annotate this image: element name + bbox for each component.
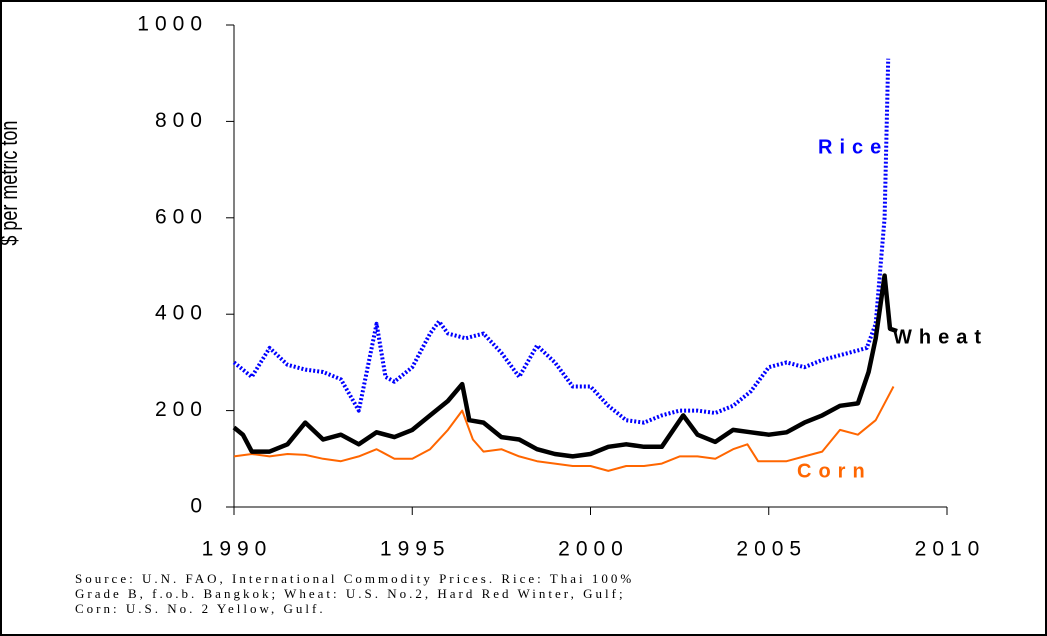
x-tick-label: 1995: [380, 538, 451, 561]
series-label: Wheat: [893, 326, 988, 348]
series-label: Corn: [797, 460, 872, 482]
x-tick-label: 2005: [736, 538, 807, 561]
y-axis-label: $ per metric ton: [0, 121, 23, 246]
y-tick-label: 200: [155, 398, 208, 421]
series-line: [233, 386, 895, 472]
series-line: [232, 273, 898, 459]
y-tick-label: 400: [155, 302, 208, 325]
x-tick-label: 2010: [915, 538, 986, 561]
y-tick-label: 1000: [137, 13, 208, 36]
x-tick-label: 2000: [558, 538, 629, 561]
source-note: Source: U.N. FAO, International Commodit…: [75, 571, 634, 586]
y-tick-label: 0: [190, 495, 208, 518]
series-line: [232, 58, 891, 425]
y-tick-label: 600: [155, 205, 208, 228]
source-note: Grade B, f.o.b. Bangkok; Wheat: U.S. No.…: [75, 586, 626, 601]
series-label: Rice: [818, 136, 888, 158]
y-tick-label: 800: [155, 109, 208, 132]
x-tick-label: 1990: [202, 538, 273, 561]
source-note: Corn: U.S. No. 2 Yellow, Gulf.: [75, 601, 326, 616]
